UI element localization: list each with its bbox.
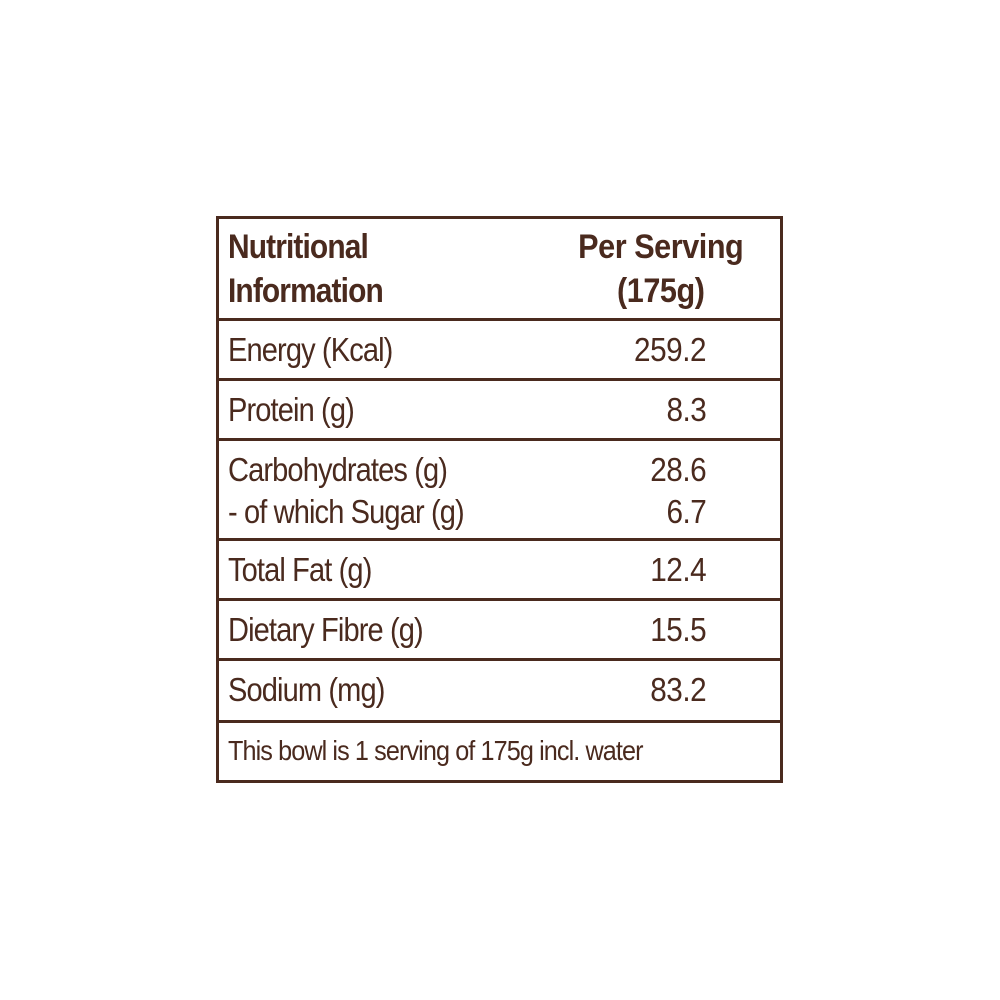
table-row-sodium: Sodium (mg) 83.2 bbox=[219, 661, 780, 723]
header-label: Nutritional Information bbox=[228, 225, 384, 313]
table-row-protein: Protein (g) 8.3 bbox=[219, 381, 780, 441]
row-value: 259.2 bbox=[633, 331, 707, 368]
table-row-carbohydrates: Carbohydrates (g) 28.6 - of which Sugar … bbox=[219, 441, 780, 541]
row-sub-value: 6.7 bbox=[666, 493, 706, 530]
table-header-row: Nutritional Information Per Serving (175… bbox=[219, 219, 780, 321]
row-value: 15.5 bbox=[649, 611, 706, 648]
row-label: Energy (Kcal) bbox=[228, 331, 393, 368]
row-value: 8.3 bbox=[666, 391, 706, 428]
row-value: 12.4 bbox=[649, 551, 706, 588]
header-value-line1: Per Serving bbox=[577, 228, 744, 266]
header-value: Per Serving (175g) bbox=[577, 225, 744, 313]
table-row-total-fat: Total Fat (g) 12.4 bbox=[219, 541, 780, 601]
header-label-line1: Nutritional bbox=[228, 228, 369, 266]
row-sub-label: - of which Sugar (g) bbox=[228, 493, 465, 530]
row-label: Sodium (mg) bbox=[228, 671, 385, 708]
row-label: Protein (g) bbox=[228, 391, 355, 428]
table-row-energy: Energy (Kcal) 259.2 bbox=[219, 321, 780, 381]
row-value: 83.2 bbox=[649, 671, 706, 708]
footer-note: This bowl is 1 serving of 175g incl. wat… bbox=[228, 735, 644, 766]
row-label: Total Fat (g) bbox=[228, 551, 372, 588]
table-row-dietary-fibre: Dietary Fibre (g) 15.5 bbox=[219, 601, 780, 661]
table-footer-row: This bowl is 1 serving of 175g incl. wat… bbox=[219, 723, 780, 783]
row-value: 28.6 bbox=[649, 451, 706, 488]
header-label-line2: Information bbox=[228, 272, 384, 310]
nutrition-table: Nutritional Information Per Serving (175… bbox=[216, 216, 783, 783]
header-value-line2: (175g) bbox=[616, 272, 705, 310]
row-label: Dietary Fibre (g) bbox=[228, 611, 424, 648]
row-label: Carbohydrates (g) bbox=[228, 451, 448, 488]
